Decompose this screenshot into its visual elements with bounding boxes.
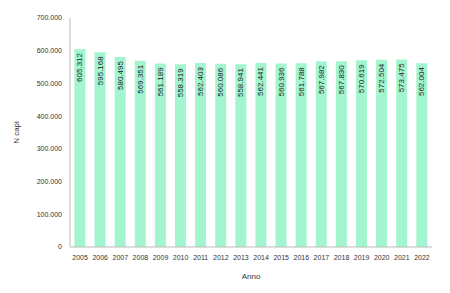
svg-text:500.000: 500.000	[37, 80, 62, 87]
svg-text:2005: 2005	[72, 254, 88, 261]
svg-text:558.319: 558.319	[176, 68, 185, 97]
svg-text:N capi: N capi	[12, 121, 21, 144]
svg-text:573.475: 573.475	[397, 63, 406, 92]
svg-text:2019: 2019	[354, 254, 370, 261]
svg-text:400.000: 400.000	[37, 113, 62, 120]
svg-text:561.189: 561.189	[156, 67, 165, 96]
svg-text:605.312: 605.312	[75, 52, 84, 81]
svg-text:560.936: 560.936	[277, 67, 286, 96]
svg-text:2017: 2017	[314, 254, 330, 261]
svg-text:600.000: 600.000	[37, 47, 62, 54]
svg-text:2011: 2011	[193, 254, 208, 261]
svg-text:Anno: Anno	[242, 272, 261, 281]
svg-text:0: 0	[58, 243, 62, 250]
svg-text:560.086: 560.086	[216, 67, 225, 96]
svg-text:580.495: 580.495	[116, 61, 125, 90]
svg-text:572.504: 572.504	[377, 63, 386, 92]
svg-text:2010: 2010	[173, 254, 189, 261]
svg-text:2015: 2015	[273, 254, 289, 261]
svg-text:2008: 2008	[133, 254, 149, 261]
svg-text:562.004: 562.004	[417, 67, 426, 96]
svg-text:2012: 2012	[213, 254, 229, 261]
svg-text:2020: 2020	[374, 254, 390, 261]
svg-text:2013: 2013	[233, 254, 249, 261]
svg-text:2014: 2014	[253, 254, 269, 261]
svg-text:562.403: 562.403	[196, 66, 205, 95]
svg-text:300.000: 300.000	[37, 145, 62, 152]
svg-text:2018: 2018	[334, 254, 350, 261]
svg-text:2016: 2016	[293, 254, 309, 261]
svg-text:2022: 2022	[414, 254, 430, 261]
svg-text:700.000: 700.000	[37, 14, 62, 21]
svg-text:567.982: 567.982	[317, 65, 326, 94]
svg-text:200.000: 200.000	[37, 178, 62, 185]
svg-text:595.168: 595.168	[96, 56, 105, 85]
svg-text:2006: 2006	[92, 254, 108, 261]
svg-text:100.000: 100.000	[37, 211, 62, 218]
svg-text:570.619: 570.619	[357, 64, 366, 93]
svg-text:562.441: 562.441	[256, 66, 265, 95]
svg-text:567.830: 567.830	[337, 65, 346, 94]
svg-text:558.941: 558.941	[236, 68, 245, 97]
svg-text:2007: 2007	[112, 254, 128, 261]
svg-text:2009: 2009	[153, 254, 169, 261]
svg-text:569.351: 569.351	[136, 64, 145, 93]
svg-text:561.788: 561.788	[297, 67, 306, 96]
svg-text:2021: 2021	[394, 254, 410, 261]
